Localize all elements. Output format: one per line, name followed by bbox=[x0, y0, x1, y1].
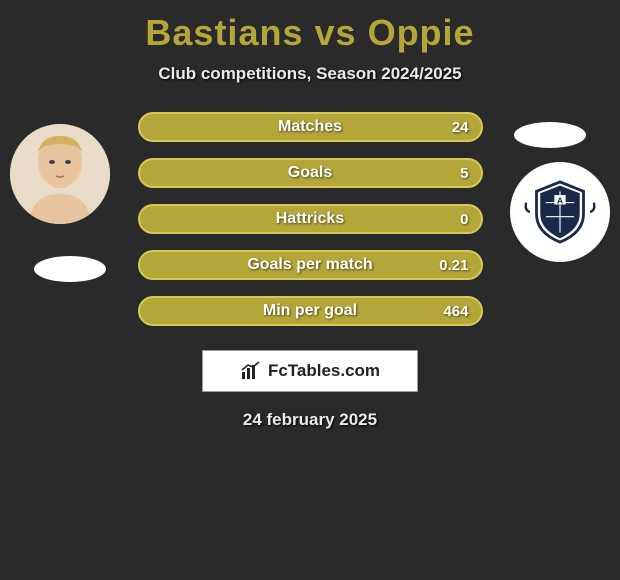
subtitle: Club competitions, Season 2024/2025 bbox=[0, 64, 620, 84]
stat-value: 5 bbox=[460, 165, 468, 182]
player1-club-badge bbox=[34, 256, 106, 282]
brand-text: FcTables.com bbox=[268, 361, 380, 381]
vs-text: vs bbox=[315, 12, 357, 53]
stat-bars: Matches 24 Goals 5 Hattricks 0 Goals per… bbox=[138, 112, 483, 326]
stat-value: 0 bbox=[460, 211, 468, 228]
date-text: 24 february 2025 bbox=[0, 410, 620, 430]
player2-avatar: A bbox=[510, 162, 610, 262]
svg-text:A: A bbox=[557, 196, 563, 206]
stat-bar-min-per-goal: Min per goal 464 bbox=[138, 296, 483, 326]
brand-badge: FcTables.com bbox=[202, 350, 418, 392]
player1-name: Bastians bbox=[145, 12, 303, 53]
stat-value: 24 bbox=[452, 119, 469, 136]
chart-icon bbox=[240, 360, 262, 382]
stat-bar-goals-per-match: Goals per match 0.21 bbox=[138, 250, 483, 280]
stat-label: Goals bbox=[288, 164, 332, 182]
player2-name: Oppie bbox=[368, 12, 475, 53]
stat-label: Min per goal bbox=[263, 302, 357, 320]
player1-avatar bbox=[10, 124, 110, 224]
stat-bar-goals: Goals 5 bbox=[138, 158, 483, 188]
stat-value: 464 bbox=[443, 303, 468, 320]
stat-label: Matches bbox=[278, 118, 342, 136]
stat-bar-matches: Matches 24 bbox=[138, 112, 483, 142]
content-area: A Matches 24 Goals 5 Hattricks 0 Goals p… bbox=[0, 112, 620, 430]
stat-bar-hattricks: Hattricks 0 bbox=[138, 204, 483, 234]
stat-value: 0.21 bbox=[439, 257, 468, 274]
stat-label: Hattricks bbox=[276, 210, 344, 228]
stat-label: Goals per match bbox=[247, 256, 372, 274]
comparison-title: Bastians vs Oppie bbox=[0, 0, 620, 54]
player2-club-badge bbox=[514, 122, 586, 148]
